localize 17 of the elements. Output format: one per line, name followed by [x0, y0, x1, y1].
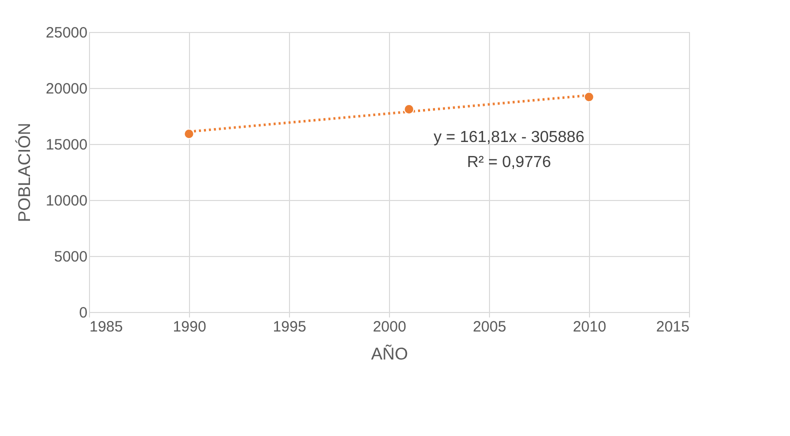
x-tick-label: 1990	[172, 318, 206, 336]
x-tick-label: 1995	[272, 318, 306, 336]
y-axis-title: POBLACIÓN	[14, 122, 34, 222]
y-tick-label: 25000	[46, 24, 88, 42]
y-tick-label: 15000	[46, 136, 88, 154]
y-tick-label: 20000	[46, 80, 88, 98]
x-tick-label: 2015	[656, 318, 690, 336]
x-tick-label: 2005	[472, 318, 506, 336]
y-tick-label: 5000	[54, 248, 88, 266]
y-tick-label: 0	[79, 304, 88, 322]
x-axis-title: AÑO	[371, 344, 408, 364]
annotation: y = 161,81x - 305886	[434, 129, 584, 146]
x-tick-label: 2000	[372, 318, 406, 336]
x-tick-label: 1985	[90, 318, 123, 336]
y-tick-label: 10000	[46, 192, 88, 210]
annotation: R² = 0,9776	[466, 154, 552, 171]
x-tick-label: 2010	[572, 318, 606, 336]
